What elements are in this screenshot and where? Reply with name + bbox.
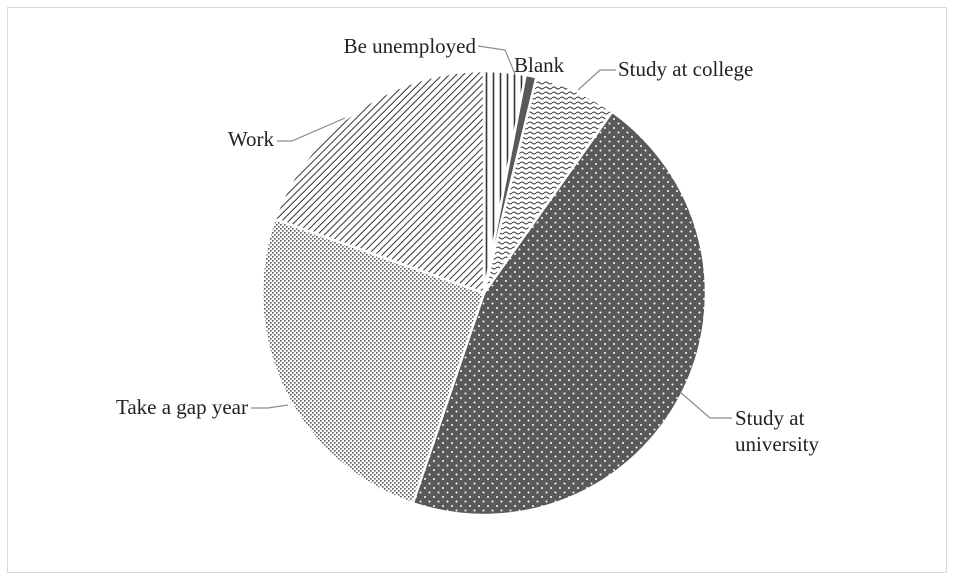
data-label-study-at-college: Study at college (618, 57, 753, 81)
leader-line-work (277, 117, 346, 142)
data-label-be-unemployed: Be unemployed (344, 34, 477, 58)
leader-line-study-at-university (679, 391, 732, 419)
data-label-work: Work (228, 127, 275, 151)
pie-slice-take-a-gap-year (260, 217, 486, 505)
leader-line-take-a-gap-year (251, 404, 289, 409)
leader-line-be-unemployed (477, 45, 516, 75)
pie-slice-work (273, 69, 486, 295)
leader-line-study-at-college (577, 69, 616, 91)
data-label-study-at-university: Study at university (735, 406, 819, 456)
data-label-blank: Blank (514, 53, 565, 77)
data-label-take-a-gap-year: Take a gap year (116, 395, 248, 419)
